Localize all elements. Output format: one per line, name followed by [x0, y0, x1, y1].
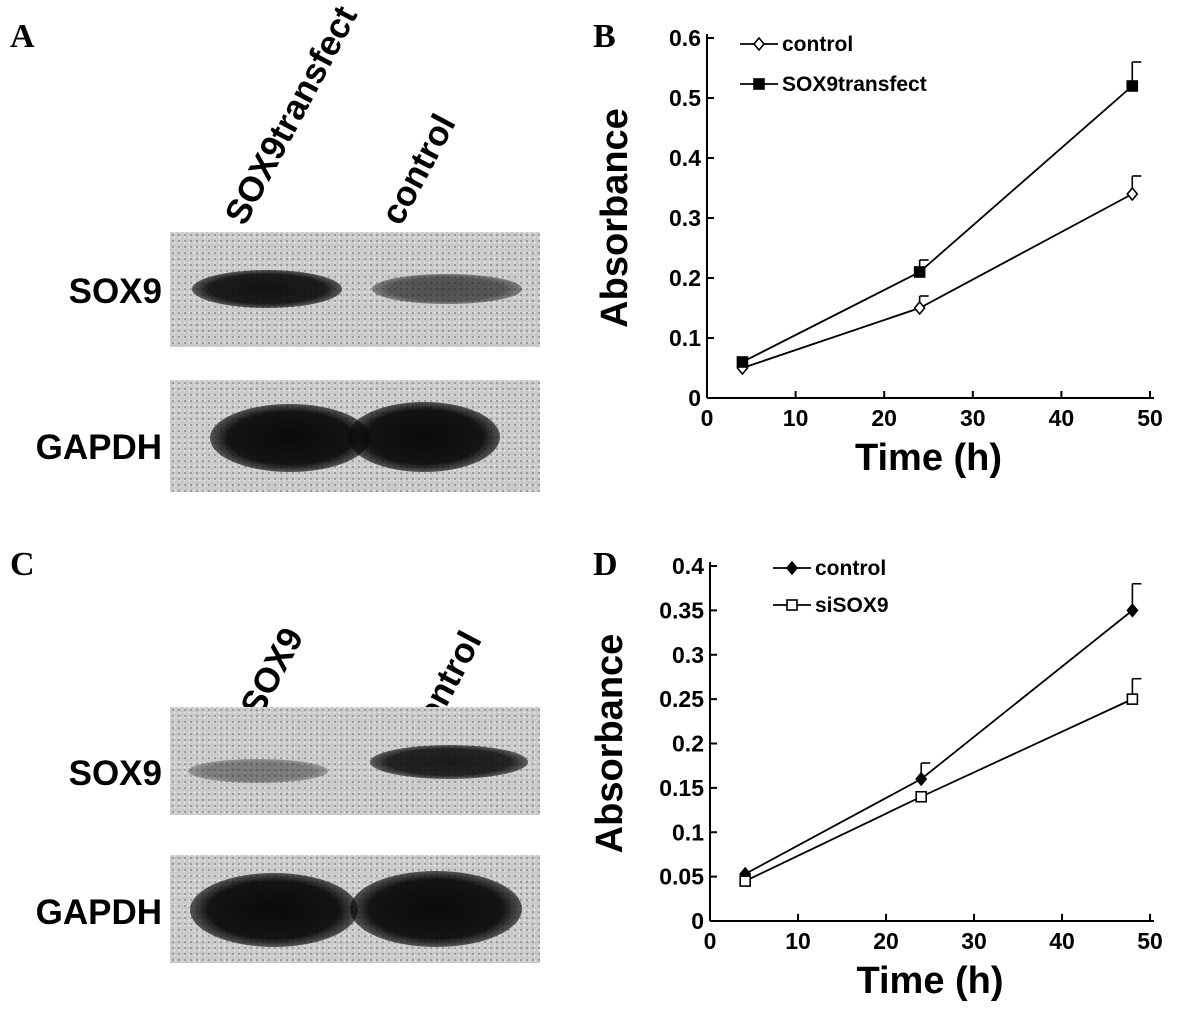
y-tick-label: 0.1 — [672, 819, 704, 845]
data-point — [913, 300, 926, 316]
legend-label: siSOX9 — [815, 594, 889, 617]
legend-marker — [785, 560, 799, 576]
row-label-sox9: SOX9 — [68, 272, 162, 311]
panel-letter-d: D — [593, 546, 618, 583]
series-sox9transfect — [736, 61, 1142, 368]
legend-marker — [752, 36, 766, 52]
series-line — [744, 609, 1133, 875]
data-point — [1126, 603, 1139, 618]
series-control — [736, 175, 1142, 376]
data-point — [913, 266, 926, 278]
band-sox9-lane2 — [372, 274, 522, 304]
band-gapdhc-lane2 — [350, 871, 522, 947]
y-tick-label: 0.25 — [659, 686, 704, 712]
data-point — [736, 356, 749, 368]
y-tick-label: 0.4 — [669, 145, 701, 171]
legend-label: control — [815, 557, 886, 580]
y-tick-label: 0.2 — [669, 265, 701, 291]
panel-letter-a: A — [10, 18, 35, 55]
data-point — [739, 875, 751, 887]
band-sox9c-lane1 — [188, 759, 328, 783]
y-tick-label: 0.4 — [672, 553, 704, 579]
panel-letter-b: B — [593, 18, 616, 55]
panel-letter-c: C — [10, 546, 35, 583]
y-tick-label: 0.05 — [659, 864, 704, 890]
series-control — [739, 582, 1142, 882]
x-tick-label: 50 — [1137, 405, 1163, 431]
row-label-gapdh: GAPDH — [35, 428, 162, 467]
legend-entry-sisox9: siSOX9 — [773, 594, 889, 617]
x-tick-label: 40 — [1049, 405, 1075, 431]
legend-label: SOX9transfect — [782, 73, 927, 96]
x-tick-label: 0 — [704, 928, 717, 954]
legend-entry-control: control — [773, 557, 886, 580]
data-point — [915, 790, 928, 803]
y-tick-label: 0.15 — [659, 775, 704, 801]
x-tick-label: 40 — [1049, 928, 1075, 954]
x-axis-label: Time (h) — [856, 960, 1003, 1002]
legend-marker — [753, 78, 765, 90]
row-label-gapdh-c: GAPDH — [35, 893, 162, 932]
x-tick-label: 20 — [873, 928, 899, 954]
band-gapdhc-lane1 — [190, 873, 358, 947]
x-axis-label: Time (h) — [855, 437, 1002, 479]
x-tick-label: 10 — [783, 405, 809, 431]
data-point — [915, 771, 928, 787]
legend-marker — [786, 599, 798, 611]
blot-strip-gapdh — [170, 380, 540, 492]
legend-label: control — [782, 33, 853, 56]
x-tick-label: 10 — [785, 928, 811, 954]
y-tick-label: 0.1 — [669, 325, 701, 351]
y-tick-label: 0.5 — [669, 85, 701, 111]
data-point — [1126, 693, 1139, 705]
y-tick-label: 0.2 — [672, 731, 704, 757]
x-tick-label: 20 — [871, 405, 897, 431]
y-tick-label: 0 — [688, 385, 701, 411]
absorbance-chart-d: 0 0.05 0.1 0.15 0.2 0.25 0.3 0.35 0.4 0 10 20 30 40 50… — [589, 553, 1163, 1002]
legend-entry-control: control — [740, 33, 853, 56]
lane-label-sox9transfect: SOX9transfect — [217, 0, 366, 231]
series-line — [744, 698, 1133, 882]
y-tick-label: 0.35 — [659, 597, 704, 623]
x-tick-label: 30 — [960, 405, 986, 431]
x-tick-label: 0 — [701, 405, 714, 431]
series-sisox9 — [739, 677, 1142, 887]
legend-entry-sox9transfect: SOX9transfect — [740, 73, 927, 96]
row-label-sox9-c: SOX9 — [68, 754, 162, 793]
series-line — [742, 193, 1133, 369]
y-tick-label: 0.3 — [672, 642, 704, 668]
blot-strip-sox9-c — [170, 707, 540, 815]
series-line — [742, 85, 1133, 363]
band-sox9-lane1 — [192, 270, 342, 308]
x-tick-label: 30 — [961, 928, 987, 954]
lane-label-control: control — [373, 107, 464, 231]
data-point — [1126, 186, 1139, 202]
band-gapdh-lane2 — [348, 402, 500, 472]
band-gapdh-lane1 — [210, 404, 370, 472]
blot-strip-sox9 — [170, 232, 540, 347]
data-point — [1126, 80, 1139, 92]
absorbance-chart-b: 0 0.1 0.2 0.3 0.4 0.5 0.6 0 10 20 30 40 50 Time (h) Ab… — [594, 25, 1163, 479]
band-sox9c-lane2 — [370, 745, 528, 779]
x-tick-label: 50 — [1137, 928, 1163, 954]
y-axis-label: Absorbance — [594, 108, 636, 328]
y-tick-label: 0.6 — [669, 25, 701, 51]
y-axis-label: Absorbance — [589, 634, 631, 854]
y-tick-label: 0 — [691, 908, 704, 934]
y-tick-label: 0.3 — [669, 205, 701, 231]
blot-strip-gapdh-c — [170, 855, 540, 963]
